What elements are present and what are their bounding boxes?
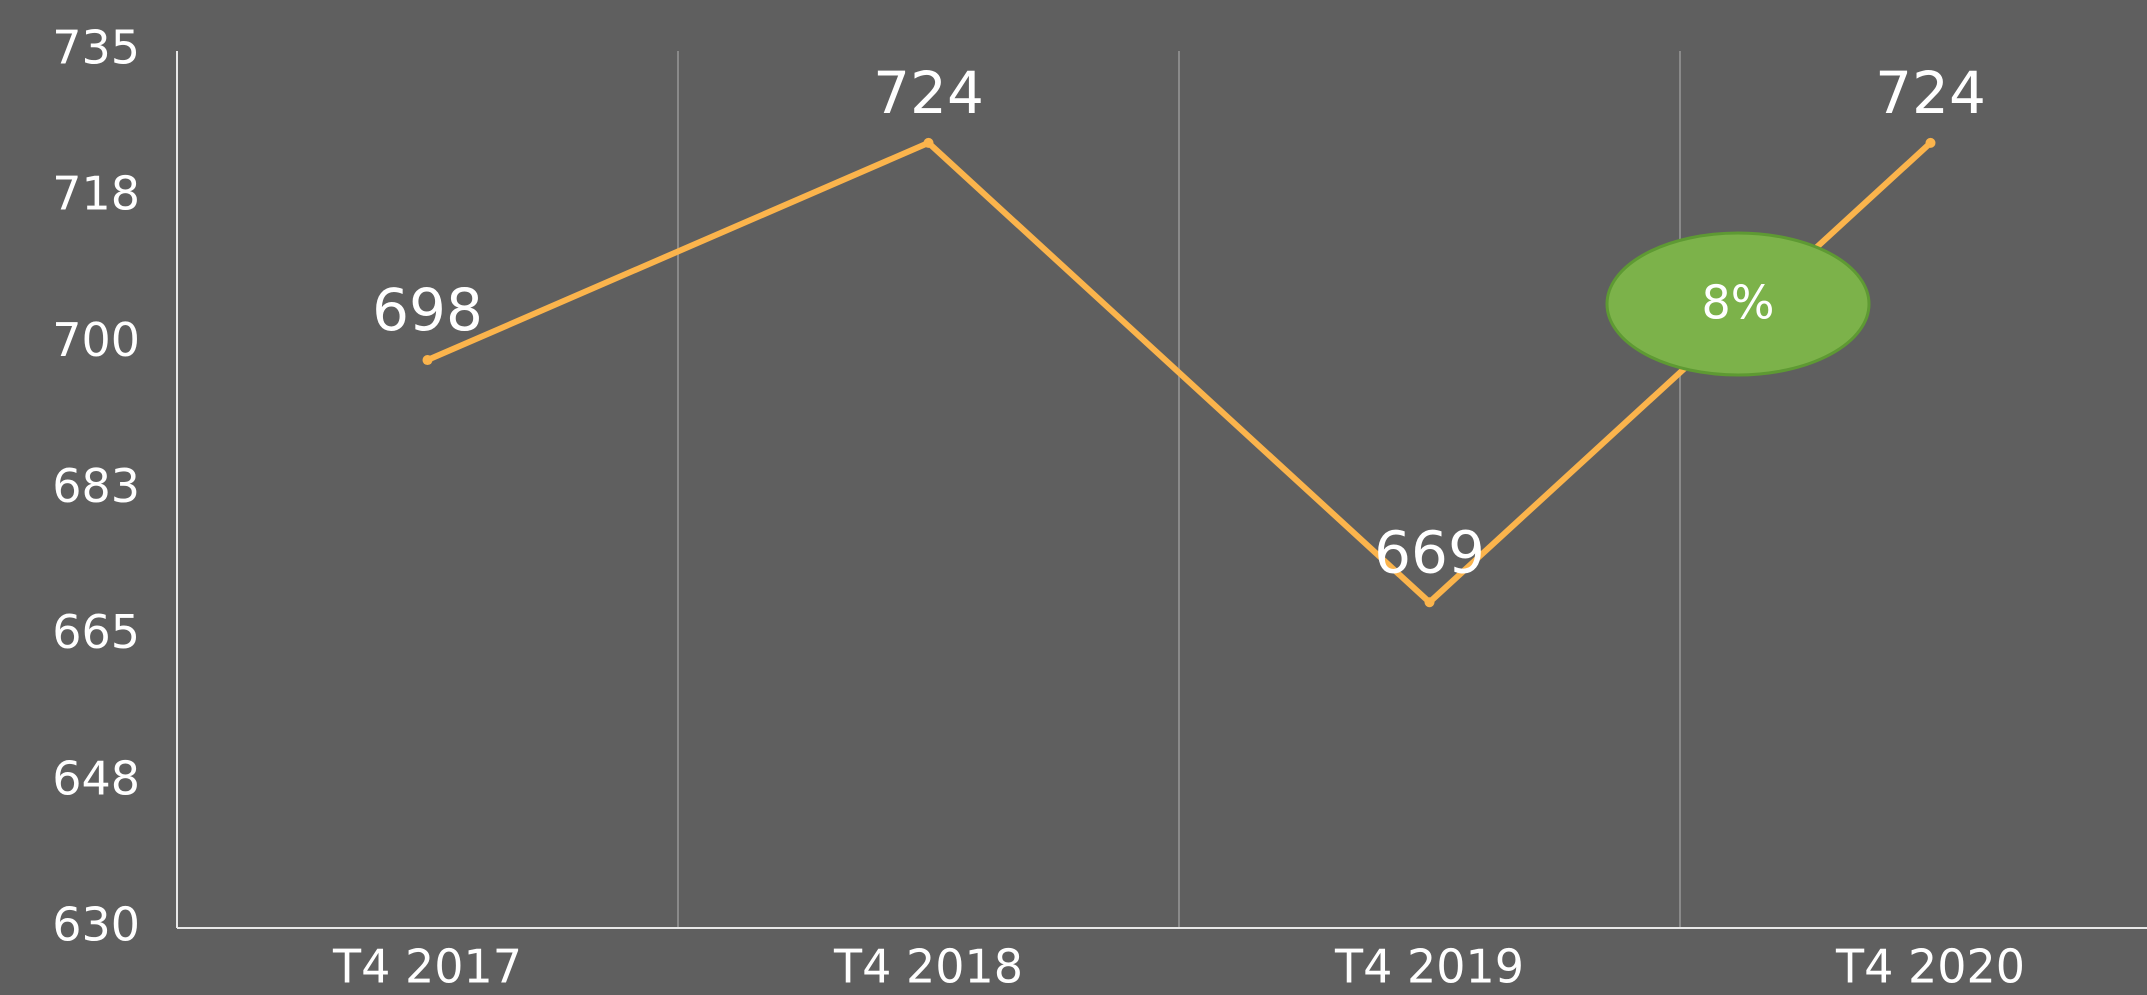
- x-tick-label: T4 2019: [1334, 940, 1524, 994]
- x-tick-label: T4 2018: [833, 940, 1023, 994]
- line-series: [426, 139, 1933, 606]
- point: [1424, 597, 1435, 608]
- data-label: 724: [873, 59, 984, 127]
- y-tick-label: 700: [52, 313, 140, 367]
- annotation-text: 8%: [1702, 276, 1775, 330]
- data-label: 669: [1374, 518, 1485, 586]
- x-tick-label: T4 2020: [1835, 940, 2025, 994]
- x-tick-label: T4 2017: [332, 940, 522, 994]
- y-tick-label: 718: [52, 167, 140, 221]
- point: [1925, 137, 1936, 148]
- point: [923, 137, 934, 148]
- data-label: 698: [372, 276, 483, 344]
- y-tick-label: 665: [52, 605, 140, 659]
- point: [422, 355, 433, 366]
- y-tick-label: 683: [52, 459, 140, 513]
- y-tick-label: 630: [52, 898, 140, 952]
- data-label: 724: [1875, 59, 1986, 127]
- y-tick-label: 648: [52, 751, 140, 805]
- y-tick-label: 735: [52, 21, 140, 75]
- annotation-bubble: [1605, 231, 1871, 377]
